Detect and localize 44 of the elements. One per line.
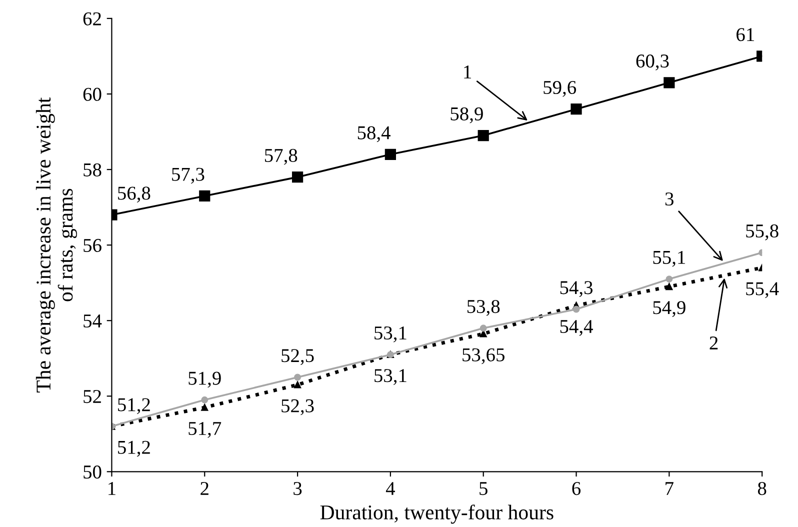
data-label: 54,4 — [560, 320, 593, 336]
x-tick-label: 6 — [572, 482, 581, 496]
y-tick-label: 58 — [84, 163, 102, 176]
data-label: 55,4 — [746, 282, 779, 298]
data-label: 53,1 — [374, 369, 406, 385]
data-label: 56,8 — [118, 186, 150, 203]
data-label: 59,6 — [544, 80, 576, 97]
data-label: 52,5 — [282, 349, 314, 365]
x-axis-title: Duration, twenty-four hours — [320, 504, 554, 524]
data-label: 54,3 — [560, 281, 593, 297]
data-label: 55,1 — [653, 250, 686, 267]
x-tick-label: 1 — [108, 482, 116, 495]
data-label: 57,8 — [264, 148, 298, 165]
y-tick-label: 54 — [84, 314, 102, 328]
text: 2 — [710, 336, 718, 350]
x-tick-label: 8 — [758, 482, 766, 496]
text: 1 — [464, 66, 472, 78]
y-tick-label: 60 — [83, 88, 102, 101]
data-label: 58,4 — [358, 126, 390, 142]
data-label: 51,2 — [118, 398, 150, 414]
data-label: 51,2 — [118, 440, 150, 457]
x-tick-label: 3 — [294, 482, 302, 496]
x-tick-label: 2 — [200, 482, 208, 495]
x-tick-label: 7 — [666, 482, 674, 495]
y-tick-label: 50 — [84, 465, 102, 479]
data-label: 53,1 — [374, 326, 406, 342]
y-axis-title: The average increase in live weight of rats, grams — [36, 97, 77, 392]
x-tick-label: 4 — [386, 482, 396, 495]
y-tick-label: 62 — [83, 12, 101, 26]
data-label: 51,7 — [188, 422, 222, 438]
x-tick-label: 5 — [480, 482, 488, 496]
data-label: 57,3 — [172, 168, 204, 184]
y-tick-label: 52 — [84, 390, 101, 404]
data-label: 61 — [736, 28, 754, 42]
data-label: 55,8 — [746, 224, 778, 240]
data-label: 53,65 — [462, 348, 504, 364]
data-label: 51,9 — [188, 372, 221, 388]
data-label: 53,8 — [467, 300, 500, 316]
data-label: 58,9 — [450, 107, 483, 124]
y-tick-label: 56 — [84, 238, 102, 252]
data-label: 54,9 — [653, 301, 686, 317]
text: 3 — [665, 192, 674, 206]
data-label: 60,3 — [636, 54, 669, 70]
data-label: 52,3 — [282, 399, 314, 416]
